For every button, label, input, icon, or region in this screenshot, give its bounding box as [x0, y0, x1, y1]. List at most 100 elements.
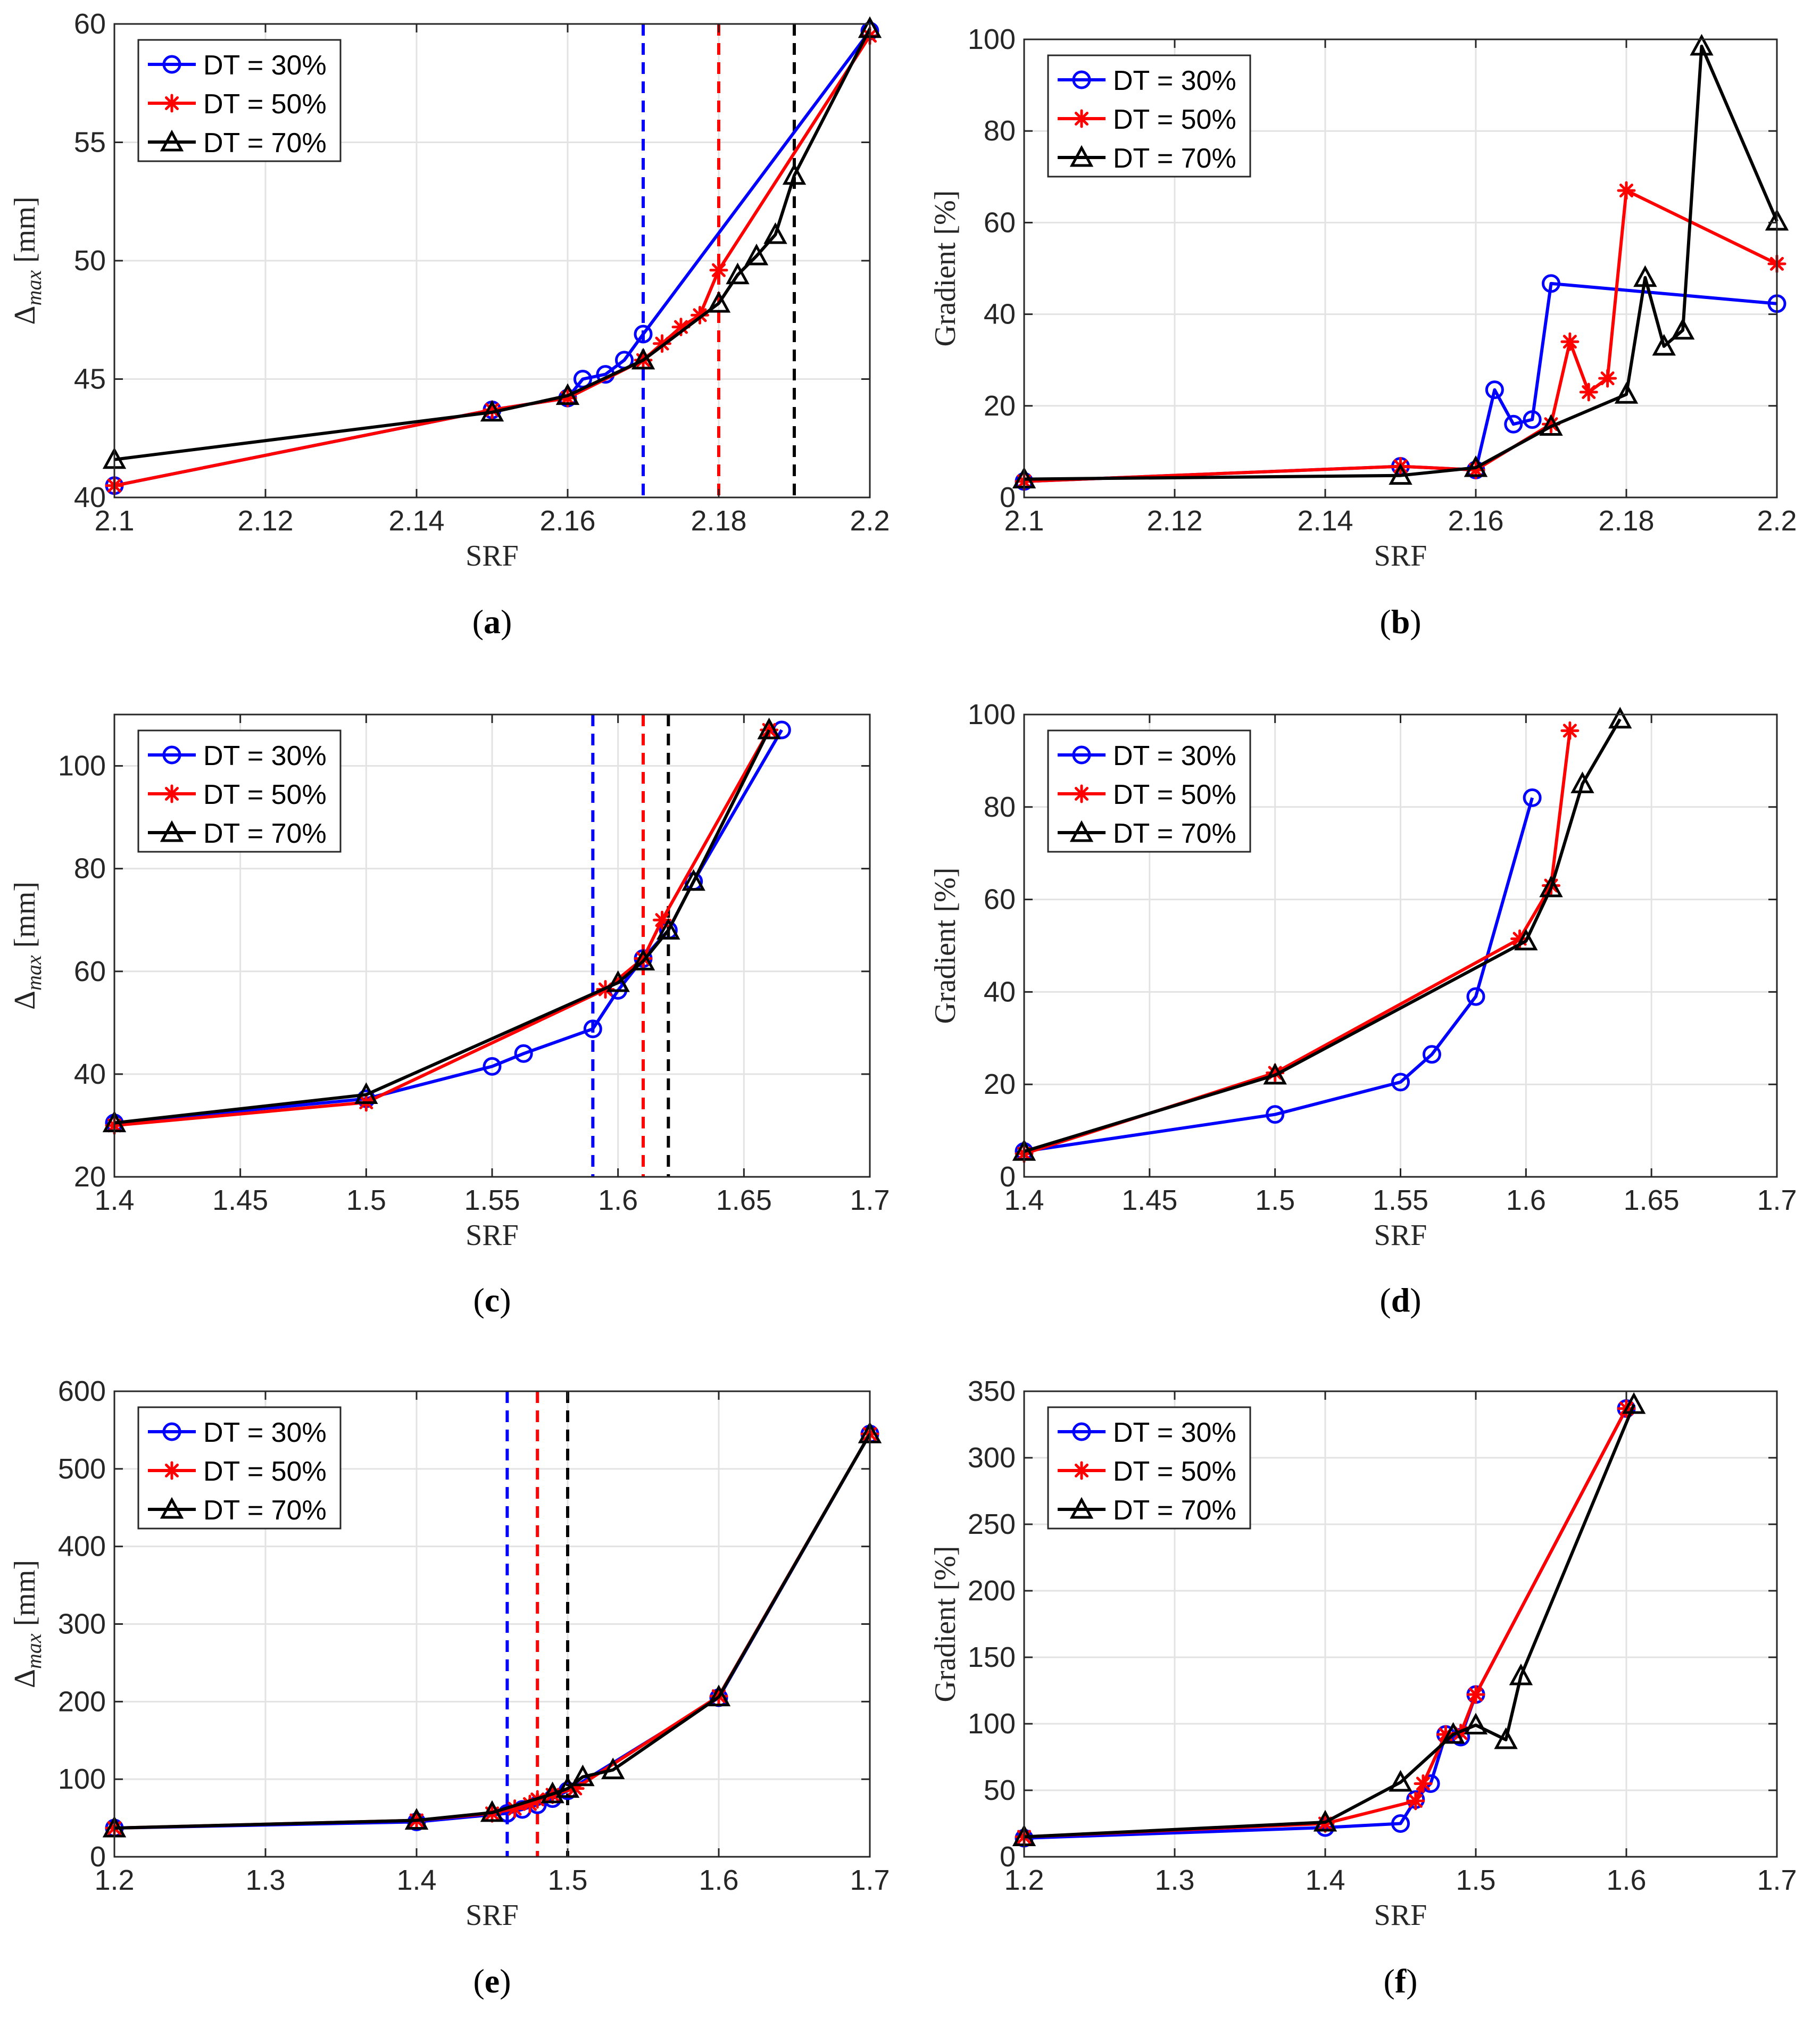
y-tick-label: 400 — [58, 1531, 106, 1563]
y-tick-label: 150 — [968, 1641, 1016, 1673]
data-point — [634, 325, 653, 344]
legend-marker — [1072, 109, 1091, 128]
data-point — [566, 1779, 585, 1798]
legend-entry: DT = 70% — [203, 1495, 327, 1526]
data-point — [634, 949, 653, 968]
y-tick-label: 55 — [74, 127, 106, 159]
legend-marker — [160, 129, 184, 152]
x-tick-label: 2.18 — [1598, 505, 1654, 537]
data-point — [653, 334, 671, 353]
data-point — [1466, 460, 1485, 479]
series-triangle — [1012, 1392, 1646, 1846]
chart-panel-f: 1.2 1.3 1.4 1.5 1.6 1.7 0 50 100 150 200 250 300 350 S… — [929, 1375, 1797, 2000]
legend-marker — [1069, 1497, 1094, 1519]
series-line — [114, 1433, 871, 1830]
legend-entry: DT = 30% — [1113, 1417, 1236, 1448]
series-triangle — [102, 717, 781, 1133]
x-tick-label: 1.6 — [598, 1184, 638, 1216]
legend-marker — [162, 1422, 181, 1441]
data-point — [1441, 1722, 1465, 1744]
legend-entry: DT = 70% — [1113, 1495, 1236, 1526]
data-point — [1608, 707, 1632, 729]
legend: DT = 30% DT = 50% DT = 70% — [1047, 54, 1251, 178]
chart-panel-b: 2.1 2.12 2.14 2.16 2.18 2.2 0 20 40 60 80 100 SRF Gra… — [929, 23, 1797, 641]
x-tick-label: 1.55 — [464, 1184, 520, 1216]
data-point — [571, 1764, 595, 1787]
legend-entry: DT = 70% — [1113, 143, 1236, 174]
legend: DT = 30% DT = 50% DT = 70% — [137, 729, 342, 853]
legend-entry: DT = 30% — [203, 741, 327, 771]
y-tick-label: 200 — [58, 1685, 106, 1717]
y-tick-label: 0 — [1000, 481, 1016, 513]
data-point — [1652, 334, 1676, 356]
data-point — [1560, 332, 1580, 351]
y-tick-label: 80 — [984, 115, 1016, 147]
y-tick-label: 100 — [58, 1763, 106, 1795]
panel-caption: (d) — [1379, 1281, 1421, 1319]
data-point — [606, 970, 630, 992]
y-axis-label: Δmax [mm] — [9, 196, 46, 325]
data-point — [656, 918, 680, 940]
x-tick-label: 1.45 — [1121, 1184, 1177, 1216]
x-tick-label: 2.2 — [850, 505, 890, 537]
y-tick-label: 40 — [984, 298, 1016, 330]
data-point — [601, 1757, 625, 1780]
data-point — [1391, 1073, 1410, 1092]
x-tick-label: 2.16 — [1448, 505, 1503, 537]
legend-entry: DT = 30% — [203, 50, 327, 81]
data-point — [682, 869, 705, 891]
y-tick-label: 40 — [74, 481, 106, 513]
data-point — [1266, 1105, 1285, 1124]
y-tick-label: 100 — [58, 750, 106, 782]
data-point — [480, 400, 504, 422]
data-point — [707, 290, 731, 313]
x-tick-label: 1.4 — [1305, 1864, 1345, 1896]
data-point — [514, 1044, 533, 1063]
data-point — [1690, 34, 1714, 56]
legend-entry: DT = 50% — [203, 1456, 327, 1487]
data-point — [671, 318, 691, 337]
x-axis-label: SRF — [1374, 1219, 1427, 1252]
y-tick-label: 20 — [984, 390, 1016, 422]
y-tick-label: 45 — [74, 363, 106, 395]
data-point — [480, 1800, 504, 1822]
legend-entry: DT = 30% — [203, 1417, 327, 1448]
y-tick-label: 50 — [984, 1774, 1016, 1806]
x-tick-label: 2.16 — [539, 505, 595, 537]
x-tick-label: 2.14 — [388, 505, 444, 537]
x-axis-label: SRF — [466, 539, 519, 572]
legend-marker — [1072, 784, 1091, 803]
data-point — [1542, 274, 1560, 293]
y-tick-label: 600 — [58, 1375, 106, 1407]
panel-caption: (a) — [472, 603, 512, 641]
legend-marker — [162, 94, 181, 113]
series-asterisk — [1015, 181, 1786, 491]
data-point — [541, 1781, 564, 1804]
series-line — [1024, 718, 1622, 1153]
series-line — [1024, 1404, 1635, 1839]
legend-entry: DT = 50% — [1113, 104, 1236, 135]
chart-panel-d: 1.4 1.45 1.5 1.55 1.6 1.65 1.7 0 20 40 60 80 100 SRF G… — [929, 699, 1797, 1319]
data-point — [583, 1019, 602, 1039]
data-point — [1509, 1663, 1533, 1685]
legend-marker — [1072, 1422, 1091, 1441]
x-tick-label: 1.5 — [1456, 1864, 1495, 1896]
data-point — [1389, 463, 1412, 485]
x-tick-label: 1.5 — [1255, 1184, 1295, 1216]
data-point — [653, 910, 671, 929]
y-axis-label: Δmax [mm] — [9, 882, 46, 1010]
y-axis-label: Gradient [%] — [929, 868, 962, 1024]
data-point — [1523, 410, 1542, 429]
y-tick-label: 250 — [968, 1508, 1016, 1540]
y-tick-label: 200 — [968, 1575, 1016, 1607]
legend-entry: DT = 50% — [203, 89, 327, 120]
x-tick-label: 1.45 — [212, 1184, 268, 1216]
data-point — [1579, 383, 1598, 402]
series-line — [1024, 44, 1779, 481]
data-point — [726, 262, 750, 285]
legend: DT = 30% DT = 50% DT = 70% — [1047, 729, 1251, 853]
x-tick-label: 2.14 — [1297, 505, 1353, 537]
legend-marker — [1069, 145, 1094, 167]
data-point — [1617, 181, 1636, 200]
